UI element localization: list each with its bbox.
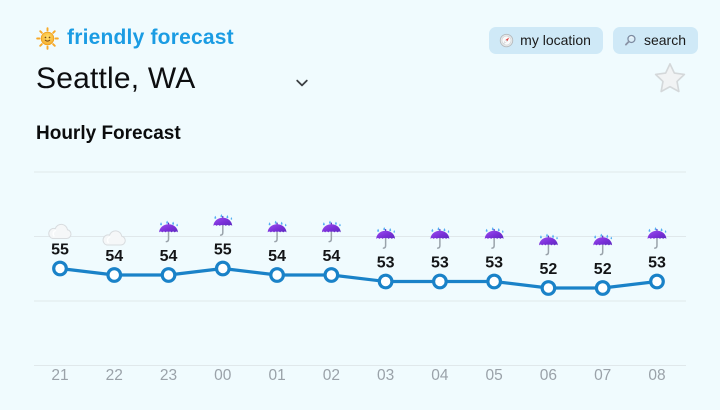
temperature-label: 52 <box>594 261 612 278</box>
temperature-label: 52 <box>540 261 558 278</box>
sun-with-face-icon <box>36 27 59 50</box>
hour-tick-label: 01 <box>268 367 285 384</box>
temperature-point <box>269 267 285 283</box>
temperature-point <box>431 273 448 290</box>
temperature-point <box>214 260 231 277</box>
umbrella-rain-icon <box>212 213 233 236</box>
temperature-point <box>540 280 557 296</box>
hour-tick-label: 08 <box>648 367 665 384</box>
temperature-label: 54 <box>160 248 178 265</box>
hour-tick-label: 23 <box>160 367 177 384</box>
location-name[interactable]: Seattle, WA <box>36 62 196 95</box>
temperature-point <box>52 260 68 277</box>
hour-tick-label: 21 <box>51 367 68 384</box>
compass-icon <box>499 33 514 48</box>
my-location-button[interactable]: my location <box>489 27 603 54</box>
temperature-label: 53 <box>377 255 395 272</box>
hour-tick-label: 22 <box>106 367 123 384</box>
temperature-point <box>160 267 177 283</box>
magnifier-icon <box>623 33 638 48</box>
temperature-label: 55 <box>51 242 69 259</box>
temperature-point <box>323 267 340 283</box>
umbrella-rain-icon <box>484 226 505 249</box>
temperature-label: 54 <box>322 248 340 265</box>
hour-tick-label: 06 <box>540 367 557 384</box>
temperature-label: 53 <box>485 255 503 272</box>
temperature-label: 54 <box>268 248 286 265</box>
cloud-icon <box>48 223 72 240</box>
temperature-point <box>649 273 665 290</box>
temperature-point <box>106 267 123 283</box>
star-icon[interactable] <box>652 60 688 96</box>
umbrella-rain-icon <box>429 226 451 249</box>
hourly-forecast-chart: 55 54 54 55 54 54 53 53 53 52 52 53 21 22 23 00 01 02 03 04… <box>34 171 686 384</box>
hour-tick-label: 04 <box>431 367 449 384</box>
temperature-line <box>58 266 659 290</box>
temperature-point <box>377 273 394 290</box>
temperature-label: 53 <box>431 255 449 272</box>
search-button[interactable]: search <box>612 27 698 54</box>
search-button-label: search <box>643 32 686 48</box>
hour-tick-label: 05 <box>486 367 503 384</box>
header-actions: my location search <box>489 27 698 54</box>
umbrella-rain-icon <box>266 220 288 243</box>
app-title: friendly forecast <box>67 26 234 49</box>
umbrella-rain-icon <box>158 220 179 243</box>
location-row: Seattle, WA <box>36 62 698 104</box>
hour-tick-label: 03 <box>377 367 394 384</box>
hour-tick-label: 00 <box>214 367 232 384</box>
umbrella-rain-icon <box>375 226 396 249</box>
temperature-label: 54 <box>105 248 123 265</box>
temperature-point <box>594 280 611 296</box>
temperature-label: 55 <box>214 242 232 259</box>
umbrella-rain-icon <box>321 220 342 243</box>
app-brand: friendly forecast <box>36 26 234 50</box>
umbrella-rain-icon <box>646 226 668 249</box>
section-title: Hourly Forecast <box>36 123 181 144</box>
cloud-icon <box>102 230 126 246</box>
my-location-button-label: my location <box>520 32 591 48</box>
app-header: friendly forecast my location search <box>0 0 720 60</box>
hour-tick-label: 02 <box>323 367 340 384</box>
chevron-down-icon[interactable] <box>294 75 310 91</box>
temperature-label: 53 <box>648 255 666 272</box>
hour-tick-label: 07 <box>594 367 611 384</box>
temperature-point <box>486 273 503 290</box>
